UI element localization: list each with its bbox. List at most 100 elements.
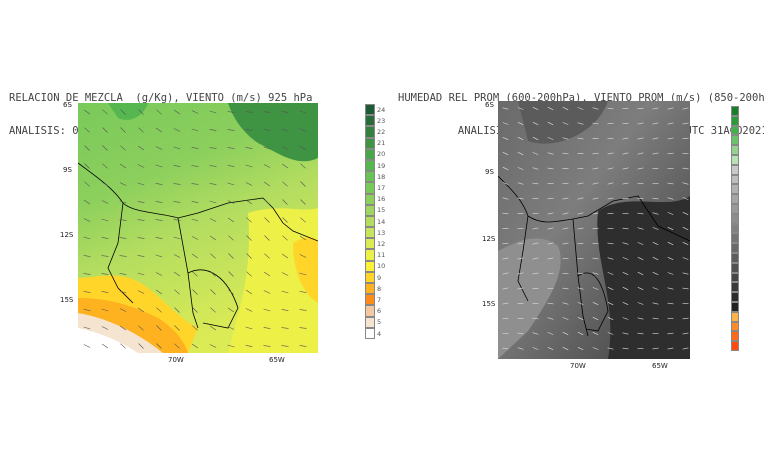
wind-arrow (592, 107, 599, 110)
wind-arrow (83, 291, 91, 293)
wind-arrow (622, 317, 629, 320)
wind-arrow (667, 122, 674, 125)
wind-arrow (155, 219, 163, 221)
wind-arrow (592, 182, 599, 185)
wind-arrow (155, 201, 163, 203)
wind-arrow (155, 164, 163, 168)
wind-arrow (299, 327, 307, 329)
wind-arrow (637, 137, 644, 140)
wind-arrow (101, 291, 109, 293)
wind-arrow (607, 107, 614, 110)
wind-arrow (502, 151, 509, 156)
colorbar-label: 22 (377, 128, 386, 136)
wind-arrow (517, 302, 524, 305)
wind-arrow (592, 212, 599, 215)
wind-arrow (119, 308, 127, 312)
wind-arrow (562, 346, 569, 351)
wind-arrow (592, 332, 599, 335)
wind-arrow (137, 201, 145, 203)
colorbar-segment (731, 223, 739, 234)
wind-arrow (607, 317, 614, 320)
wind-arrow (192, 307, 198, 313)
wind-arrow (299, 291, 307, 293)
colorbar-segment (731, 115, 739, 126)
wind-arrow (622, 152, 629, 155)
wind-arrow (120, 145, 126, 151)
wind-arrow (156, 325, 162, 331)
colorbar-label: 19 (377, 161, 386, 170)
wind-arrow (577, 242, 584, 245)
colorbar-segment (365, 249, 375, 261)
wind-arrow (637, 122, 644, 125)
colorbar-segment (731, 262, 739, 273)
wind-arrow (191, 128, 199, 132)
wind-arrow (682, 226, 689, 231)
wind-arrow (502, 197, 509, 200)
wind-arrow (138, 325, 144, 331)
lat-label: 9S (63, 166, 72, 174)
wind-arrow (263, 111, 271, 113)
wind-arrow (592, 227, 599, 230)
wind-arrow (119, 273, 127, 275)
colorbar-segment (365, 171, 375, 183)
wind-arrow (562, 122, 569, 125)
right-wind-vectors (502, 106, 689, 351)
wind-arrow (667, 197, 674, 200)
wind-arrow (119, 200, 127, 204)
wind-arrow (101, 218, 109, 222)
wind-arrow (228, 289, 234, 295)
wind-arrow (667, 241, 674, 246)
wind-arrow (682, 182, 689, 185)
colorbar-segment (731, 135, 739, 146)
colorbar-label: 17 (377, 184, 386, 192)
wind-arrow (517, 167, 524, 170)
wind-arrow (101, 255, 109, 257)
wind-arrow (517, 122, 524, 125)
wind-arrow (532, 227, 539, 230)
colorbar-segment (731, 203, 739, 214)
wind-arrow (562, 227, 569, 230)
wind-arrow (209, 165, 217, 167)
wind-arrow (245, 147, 253, 149)
wind-arrow (547, 227, 554, 230)
colorbar-segment (731, 243, 739, 253)
wind-arrow (517, 257, 524, 260)
wind-arrow (246, 217, 252, 223)
wind-arrow (299, 254, 307, 258)
wind-arrow (227, 147, 235, 149)
wind-arrow (667, 212, 674, 215)
wind-arrow (562, 287, 569, 290)
wind-arrow (517, 182, 524, 185)
wind-arrow (682, 287, 689, 290)
wind-arrow (101, 237, 109, 239)
wind-arrow (607, 257, 614, 260)
wind-arrow (137, 272, 145, 276)
wind-arrow (682, 332, 689, 335)
wind-arrow (682, 122, 689, 125)
wind-arrow (174, 307, 180, 313)
wind-arrow (667, 137, 674, 140)
colorbar-segment (365, 137, 375, 149)
wind-arrow (652, 122, 659, 125)
wind-arrow (622, 302, 629, 305)
wind-arrow (502, 272, 509, 275)
wind-arrow (191, 183, 199, 185)
wind-arrow (622, 257, 629, 260)
wind-arrow (245, 129, 253, 131)
colorbar-segment (365, 115, 375, 127)
wind-arrow (137, 237, 145, 239)
colorbar-segment (731, 106, 739, 116)
wind-arrow (245, 289, 253, 295)
wind-arrow (532, 347, 539, 350)
colorbar-segment (731, 125, 739, 136)
wind-arrow (101, 181, 109, 187)
wind-arrow (210, 307, 216, 313)
wind-arrow (532, 152, 539, 155)
wind-arrow (592, 316, 599, 321)
wind-arrow (592, 287, 599, 290)
wind-arrow (173, 254, 181, 258)
wind-arrow (119, 325, 127, 331)
wind-arrow (622, 286, 629, 291)
wind-arrow (502, 137, 509, 140)
wind-arrow (281, 290, 289, 294)
